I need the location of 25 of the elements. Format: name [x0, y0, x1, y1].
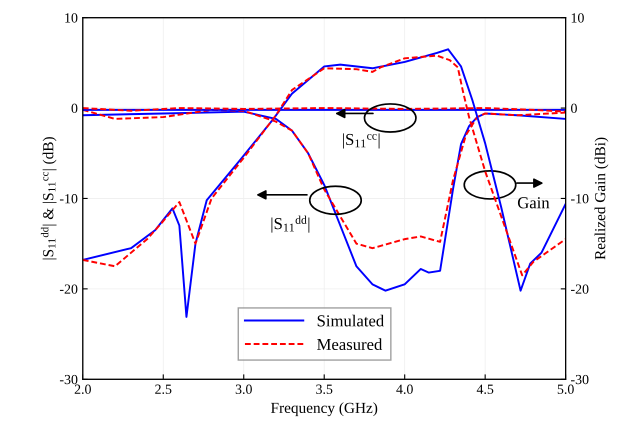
annotation: |S$_{11}$$^{cc}$| — [342, 133, 380, 149]
y2-axis-title: Realized Gain (dBi) — [594, 138, 608, 260]
y2-tick-label: -20 — [571, 284, 588, 294]
x-tick-label: 4.0 — [396, 384, 413, 394]
x-tick-label: 2.0 — [74, 384, 91, 394]
y-tick-label: 0 — [72, 104, 78, 113]
x-tick-label: 2.5 — [155, 384, 172, 394]
x-tick-label: 4.5 — [476, 384, 494, 394]
annotation: Gain — [518, 197, 550, 208]
x-tick-label: 5.0 — [558, 384, 574, 394]
y-tick-label: 10 — [65, 13, 78, 23]
annotation: |S$_{11}$$^{dd}$| — [272, 216, 310, 233]
y2-tick-label: -10 — [571, 194, 588, 204]
x-tick-label: 3.0 — [236, 384, 252, 394]
y-tick-label: -20 — [60, 284, 78, 294]
y-axis-title: |S$_{11}$$^{dd}$| & |S$_{11}$$^{cc}$| (dB) — [40, 137, 57, 260]
y-tick-label: -30 — [60, 374, 78, 384]
x-axis-title: Frequency (GHz) — [270, 402, 378, 416]
y2-tick-label: -30 — [571, 374, 588, 384]
y2-tick-label: 0 — [571, 104, 577, 113]
x-tick-label: 3.5 — [316, 384, 332, 394]
y-tick-label: -10 — [60, 194, 78, 204]
legend-label: Simulated — [318, 314, 384, 326]
legend-label: Measured — [317, 338, 382, 350]
y2-tick-label: 10 — [572, 13, 584, 23]
